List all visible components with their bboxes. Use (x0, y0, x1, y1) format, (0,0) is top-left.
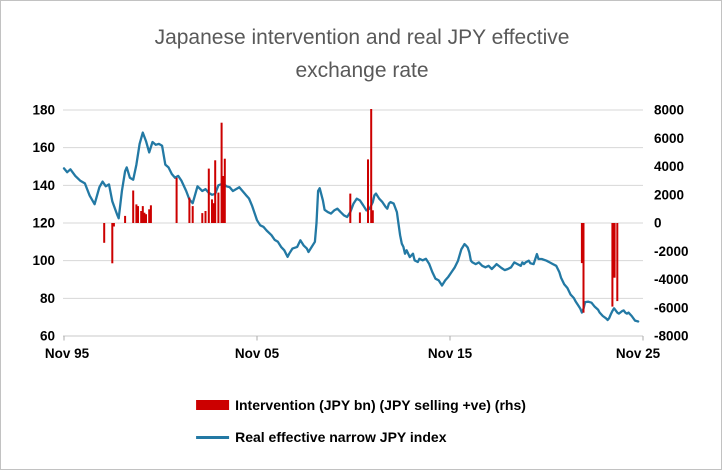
intervention-bar (149, 205, 152, 223)
intervention-bar (124, 215, 127, 223)
intervention-bar (140, 211, 143, 223)
intervention-bar (141, 206, 144, 223)
y-axis-label-right: 8000 (654, 103, 684, 118)
intervention-bar (201, 213, 204, 223)
jpy-index-line-swatch (196, 435, 230, 439)
chart-title-line2: exchange rate (295, 59, 429, 82)
intervention-bar (103, 223, 106, 243)
jpy-index-line (62, 131, 640, 323)
intervention-bar (148, 209, 151, 223)
y-axis-label-left: 100 (32, 253, 55, 268)
intervention-bar (112, 223, 115, 227)
intervention-bar (175, 177, 178, 223)
intervention-bar (145, 214, 147, 223)
intervention-bar (207, 168, 210, 223)
x-axis-label: Nov 95 (45, 346, 90, 361)
intervention-bar (212, 203, 215, 223)
y-axis-label-left: 140 (32, 178, 55, 193)
x-axis-label: Nov 05 (235, 346, 280, 361)
intervention-bar (612, 223, 616, 278)
intervention-bar (217, 192, 220, 223)
y-axis-label-right: 2000 (654, 187, 684, 202)
intervention-bar (611, 223, 614, 307)
legend-item-intervention: Intervention (JPY bn) (JPY selling +ve) … (196, 397, 526, 413)
y-axis-label-right: 4000 (654, 159, 684, 174)
intervention-legend-label: Intervention (JPY bn) (JPY selling +ve) … (235, 397, 526, 413)
y-axis-label-left: 80 (40, 291, 55, 306)
intervention-bar (137, 206, 139, 223)
intervention-bar (214, 160, 217, 223)
y-axis-label-right: 0 (654, 216, 662, 231)
intervention-bar (220, 122, 223, 223)
intervention-bar (358, 212, 361, 223)
y-axis-label-right: -2000 (654, 244, 689, 259)
intervention-bar (616, 223, 619, 302)
y-axis-label-left: 120 (32, 216, 55, 231)
y-axis-label-right: 6000 (654, 131, 684, 146)
intervention-bar (582, 223, 585, 313)
x-axis-label: Nov 25 (616, 346, 661, 361)
legend: Intervention (JPY bn) (JPY selling +ve) … (196, 397, 526, 445)
intervention-bar (371, 210, 374, 223)
y-axis-label-right: -6000 (654, 300, 689, 315)
x-axis-label: Nov 15 (428, 346, 473, 361)
y-axis-label-left: 60 (40, 329, 55, 344)
intervention-bar (204, 211, 207, 223)
intervention-bar (349, 193, 352, 223)
intervention-bar (222, 176, 225, 223)
jpy-index-legend-label: Real effective narrow JPY index (235, 429, 447, 445)
intervention-bar (132, 190, 135, 223)
intervention-bar (370, 109, 373, 223)
chart-title-line1: Japanese intervention and real JPY effec… (154, 26, 570, 49)
intervention-bar (188, 197, 191, 223)
y-axis-label-left: 160 (32, 140, 55, 155)
intervention-bar (223, 158, 226, 223)
intervention-bar (367, 159, 369, 223)
legend-item-jpy-index: Real effective narrow JPY index (196, 429, 526, 445)
intervention-bar (191, 206, 194, 223)
intervention-bar-swatch (196, 400, 230, 410)
intervention-bar (143, 212, 146, 223)
intervention-bar (211, 199, 213, 223)
intervention-bar (580, 223, 583, 264)
y-axis-label-left: 180 (32, 103, 55, 118)
chart-title: Japanese intervention and real JPY effec… (1, 21, 721, 87)
y-axis-label-right: -8000 (654, 329, 689, 344)
intervention-bar (111, 223, 114, 264)
intervention-bar (135, 204, 138, 223)
y-axis-label-right: -4000 (654, 272, 689, 287)
